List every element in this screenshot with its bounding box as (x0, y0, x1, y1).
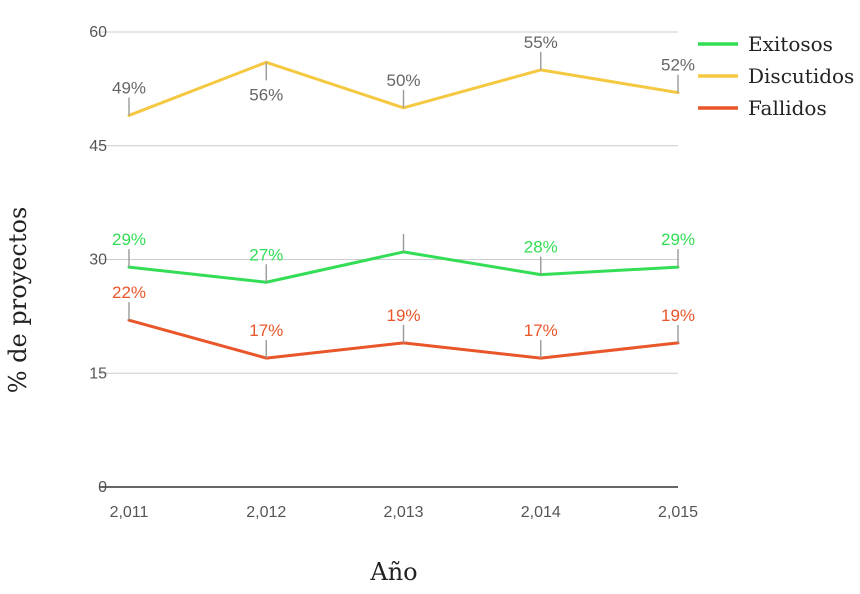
x-axis-title: Año (369, 558, 417, 586)
y-tick-label: 30 (89, 252, 107, 269)
data-label: 27% (249, 245, 283, 264)
data-label: 49% (112, 78, 146, 97)
data-label: 50% (386, 71, 420, 90)
x-tick-label: 2,014 (521, 504, 561, 521)
data-label: 55% (524, 33, 558, 52)
x-tick-label: 2,012 (246, 504, 286, 521)
grid-layer (99, 31, 678, 488)
data-label: 29% (112, 230, 146, 249)
data-label: 56% (249, 85, 283, 104)
data-label: 19% (386, 306, 420, 325)
y-tick-label: 15 (89, 365, 107, 382)
data-label: 22% (112, 283, 146, 302)
y-axis-title: % de proyectos (4, 207, 32, 394)
data-label: 17% (249, 321, 283, 340)
legend-label: Discutidos (748, 64, 854, 88)
tick-layer: 0 15 30 45 60 2,011 2,012 2,013 2,014 2,015 (89, 24, 698, 521)
data-label: 52% (661, 56, 695, 75)
series-line-exitosos (127, 250, 680, 284)
x-tick-label: 2,013 (383, 504, 423, 521)
y-tick-label: 60 (89, 24, 107, 41)
x-tick-label: 2,015 (658, 504, 698, 521)
y-tick-label: 45 (89, 138, 107, 155)
legend-label: Exitosos (748, 32, 833, 56)
data-label: 28% (524, 238, 558, 257)
x-tick-label: 2,011 (110, 504, 149, 521)
legend-label: Fallidos (748, 96, 827, 120)
label-layer: 29% 27% 28% 29% 49% 56% 50% 55% 52% 22% 17% 19% 17% 1… (112, 33, 695, 359)
data-label: 19% (661, 306, 695, 325)
y-tick-label: 0 (98, 479, 107, 496)
data-label: 17% (524, 321, 558, 340)
legend: Exitosos Discutidos Fallidos (698, 32, 854, 120)
data-label: 29% (661, 230, 695, 249)
